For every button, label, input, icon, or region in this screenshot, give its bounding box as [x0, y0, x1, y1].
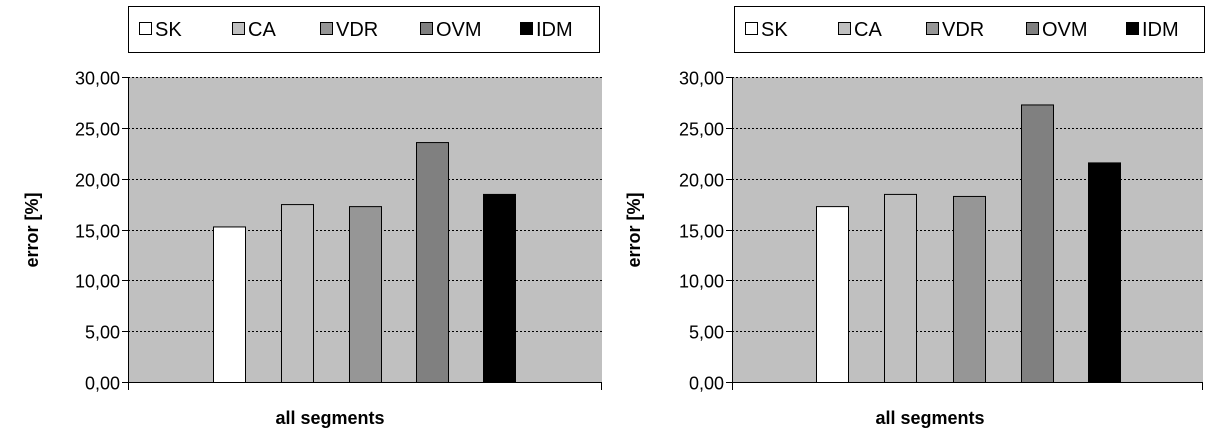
legend-swatch-sk: [139, 22, 152, 35]
x-axis-title: all segments: [275, 408, 384, 428]
legend-swatch-ca: [838, 22, 851, 35]
y-tick-label: 0,00: [689, 374, 724, 394]
y-axis-title: error [%]: [22, 192, 42, 267]
legend-label-ovm: OVM: [1042, 19, 1088, 41]
bar-vdr: [349, 206, 382, 383]
chart-right: 0,00 5,00 10,00 15,00 20,00 25,00 30,00 error […: [603, 0, 1206, 432]
legend: SK CA VDR OVM IDM: [734, 6, 1205, 53]
legend-label-vdr: VDR: [942, 19, 984, 41]
bar-idm: [1088, 162, 1121, 383]
bar-ovm: [1021, 104, 1054, 383]
legend-label-ca: CA: [854, 19, 882, 41]
x-axis-title: all segments: [875, 408, 984, 428]
legend-label-sk: SK: [761, 19, 788, 41]
bar-vdr: [953, 195, 986, 383]
legend-swatch-idm: [520, 22, 533, 35]
legend-label-sk: SK: [155, 19, 182, 41]
y-tick-label: 15,00: [679, 222, 724, 242]
legend-swatch-sk: [745, 22, 758, 35]
legend-swatch-vdr: [320, 22, 333, 35]
y-tick-label: 0,00: [85, 374, 120, 394]
legend-swatch-ca: [232, 22, 245, 35]
y-tick-label: 5,00: [689, 323, 724, 343]
bar-chart-right: 0,00 5,00 10,00 15,00 20,00 25,00 30,00 error […: [624, 6, 1205, 428]
y-tick-label: 5,00: [85, 323, 120, 343]
y-tick-label: 25,00: [75, 120, 120, 140]
legend-label-ovm: OVM: [436, 19, 482, 41]
y-tick-label: 10,00: [679, 272, 724, 292]
chart-left: 0,00 5,00 10,00 15,00 20,00 25,00 30,00 error […: [22, 6, 602, 428]
legend-swatch-ovm: [420, 22, 433, 35]
y-tick-label: 25,00: [679, 120, 724, 140]
bar-sk: [816, 206, 849, 383]
y-axis-title: error [%]: [624, 192, 644, 267]
y-tick-label: 20,00: [679, 171, 724, 191]
legend-label-ca: CA: [248, 19, 276, 41]
y-tick-label: 30,00: [75, 69, 120, 89]
legend-swatch-ovm: [1026, 22, 1039, 35]
legend-label-idm: IDM: [1142, 19, 1179, 41]
y-tick-label: 10,00: [75, 272, 120, 292]
legend-swatch-vdr: [926, 22, 939, 35]
bar-chart-left: 0,00 5,00 10,00 15,00 20,00 25,00 30,00 error […: [22, 6, 602, 428]
legend-label-vdr: VDR: [336, 19, 378, 41]
bar-ovm: [416, 142, 449, 383]
y-tick-label: 30,00: [679, 69, 724, 89]
y-tick-label: 15,00: [75, 222, 120, 242]
legend: SK CA VDR OVM IDM: [128, 6, 600, 53]
bar-idm: [483, 193, 516, 383]
legend-label-idm: IDM: [536, 19, 573, 41]
bar-ca: [281, 204, 314, 383]
bar-ca: [884, 193, 917, 383]
bar-sk: [213, 226, 246, 383]
y-tick-label: 20,00: [75, 171, 120, 191]
legend-swatch-idm: [1126, 22, 1139, 35]
